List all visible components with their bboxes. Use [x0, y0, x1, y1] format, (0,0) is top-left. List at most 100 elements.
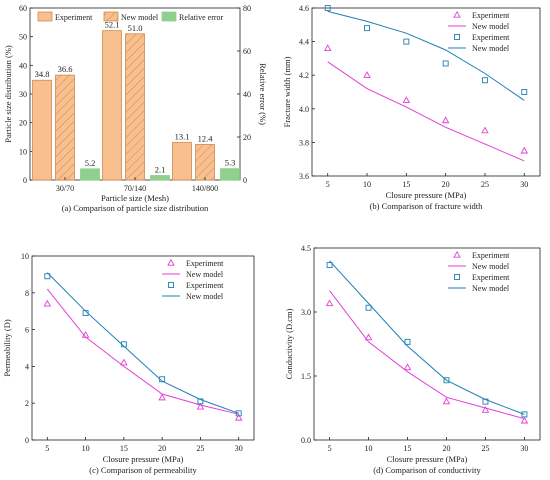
data-point-triangle: [442, 397, 451, 405]
x-tick-label: 15: [402, 180, 410, 189]
series-line: [327, 61, 525, 162]
series-line: [46, 288, 239, 415]
data-point-square: [482, 77, 488, 84]
y-tick-label: 10: [21, 252, 29, 261]
legend-label: Experiment: [472, 33, 510, 42]
y-tick-label: 1.5: [301, 372, 311, 381]
x-tick-label: 10: [82, 444, 90, 453]
y-axis-label: Conductivity (D.cm): [284, 308, 294, 379]
bar: [32, 79, 52, 181]
data-point-triangle: [158, 393, 166, 401]
plot-frame: [311, 7, 541, 177]
bar-value-label: 52.1: [105, 20, 120, 30]
data-point-triangle: [43, 299, 52, 307]
legend-label: New model: [186, 292, 224, 301]
legend-label: New model: [472, 22, 510, 31]
x-axis-label: Particle size (Mesh): [101, 193, 169, 203]
panel-caption: (b) Comparison of fracture width: [370, 201, 484, 211]
bar-value-label: 13.1: [175, 131, 190, 141]
x-tick-label: 25: [481, 444, 489, 453]
x-tick-label: 30: [520, 180, 528, 189]
legend: Experiment New model Experiment New model: [448, 250, 510, 293]
data-point-triangle: [323, 44, 332, 51]
data-point-triangle: [364, 333, 373, 341]
y-axis-label: Particle size distribution (%): [3, 45, 13, 143]
data-point-square: [235, 410, 242, 417]
data-point-square: [44, 273, 51, 280]
x-tick-label: 20: [442, 180, 450, 189]
legend-label: Experiment: [55, 13, 93, 22]
y-tick-label: 0.0: [301, 436, 311, 445]
data-point-square: [443, 377, 450, 384]
data-point-triangle: [481, 126, 489, 134]
y2-tick-label: 20: [243, 133, 251, 142]
series-line: [329, 290, 525, 420]
y2-tick-label: 80: [243, 4, 251, 13]
data-point-triangle: [196, 402, 205, 410]
legend-label: Experiment: [186, 259, 224, 268]
x-tick-label: 10: [363, 180, 371, 189]
x-tick-label: 5: [45, 444, 49, 453]
x-tick-label: 70/140: [124, 184, 146, 193]
data-point-triangle: [234, 413, 243, 421]
x-tick-label: 5: [328, 444, 332, 453]
legend-label: New model: [121, 13, 159, 22]
legend-marker: [453, 250, 461, 258]
x-tick-label: 20: [442, 444, 450, 453]
data-point-triangle: [402, 96, 411, 104]
bar-value-label: 12.4: [198, 133, 214, 143]
plot-frame: [313, 247, 541, 441]
data-point-square: [521, 411, 528, 418]
y2-axis-label: Relative error (%): [258, 63, 268, 125]
x-tick-label: 5: [326, 180, 330, 189]
legend-label: Experiment: [472, 273, 510, 282]
y-tick-label: 4.5: [301, 244, 311, 253]
data-point-triangle: [403, 363, 412, 371]
y2-tick-label: 40: [243, 90, 251, 99]
legend-label: Relative error: [179, 13, 224, 22]
x-tick-label: 30: [235, 444, 243, 453]
data-point-square: [442, 60, 449, 67]
y-tick-label: 2: [25, 399, 29, 408]
panel-d: 0.0 1.5 3.0 4.5 5 10 15 20 25 30 Closure pressure …: [284, 244, 541, 475]
x-tick-label: 20: [158, 444, 166, 453]
x-tick-label: 30/70: [56, 184, 74, 193]
bar-value-label: 5.2: [85, 158, 96, 168]
legend-label: New model: [472, 262, 510, 271]
data-point-triangle: [520, 146, 529, 154]
y-tick-label: 4: [25, 362, 29, 371]
data-point-square: [326, 262, 333, 269]
data-point-square: [197, 398, 204, 405]
x-tick-label: 15: [404, 444, 412, 453]
x-axis-label: Closure pressure (MPa): [103, 454, 184, 464]
data-point-triangle: [441, 116, 450, 124]
y-tick-label: 4.2: [299, 71, 309, 80]
bar: [172, 142, 192, 181]
y-tick-label: 30: [19, 90, 27, 99]
legend-swatch: [103, 11, 119, 22]
y-tick-label: 3.8: [299, 138, 309, 147]
bar: [102, 30, 122, 181]
x-tick-label: 25: [481, 180, 489, 189]
bar-value-label: 36.6: [58, 64, 73, 74]
legend-label: New model: [472, 284, 510, 293]
data-point-triangle: [520, 416, 529, 424]
y-tick-label: 8: [25, 289, 29, 298]
x-tick-label: 30: [520, 444, 528, 453]
legend: Experiment New model Experiment New model: [162, 258, 224, 301]
x-tick-label: 140/800: [192, 184, 218, 193]
y-tick-label: 4.6: [299, 4, 309, 13]
legend-marker: [167, 258, 175, 266]
series-line: [329, 260, 525, 415]
y-tick-label: 40: [19, 61, 27, 70]
data-point-square: [324, 5, 331, 11]
panel-c: 0 2 4 6 8 10 5 10 15 20 25 30 Closure pressure (MPa)…: [2, 252, 255, 475]
data-point-triangle: [481, 406, 490, 413]
data-point-square: [403, 38, 410, 45]
x-tick-label: 10: [365, 444, 373, 453]
data-point-square: [404, 338, 411, 345]
bar: [80, 168, 100, 181]
data-point-square: [364, 25, 370, 32]
legend-marker: [454, 34, 460, 40]
